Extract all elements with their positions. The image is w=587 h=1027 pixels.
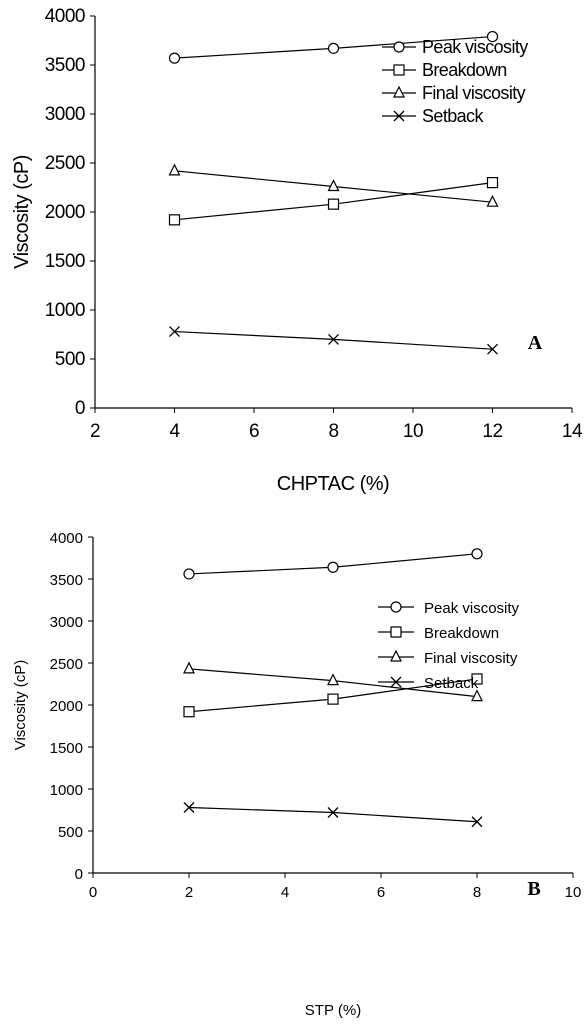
x-tick-label: 6 [377, 884, 385, 901]
triangle-marker [327, 179, 340, 192]
series-line [174, 330, 493, 350]
circle-marker [327, 42, 340, 54]
y-axis-title: Viscosity (cP) [11, 155, 33, 269]
series-line [188, 806, 478, 823]
circle-marker [471, 548, 483, 560]
x-marker [487, 343, 498, 355]
legend-label: Breakdown [424, 625, 499, 642]
series-setback [183, 802, 483, 828]
square-marker [327, 693, 339, 705]
circle-marker [168, 52, 181, 64]
y-tick-label: 2000 [50, 698, 83, 715]
square-marker [471, 673, 483, 685]
circle-marker [327, 561, 339, 573]
x-tick-label: 12 [482, 421, 502, 442]
square-marker [390, 626, 402, 638]
y-tick-label: 2000 [45, 202, 85, 223]
x-tick-label: 4 [281, 884, 289, 901]
triangle-marker [327, 673, 339, 686]
square-marker [327, 198, 340, 210]
series-setback [169, 326, 498, 355]
triangle-marker [390, 649, 402, 662]
x-marker [471, 816, 483, 828]
y-tick-label: 1000 [45, 300, 85, 321]
y-tick-label: 2500 [50, 656, 83, 673]
y-tick-label: 2500 [45, 153, 85, 174]
square-marker [168, 214, 181, 226]
x-axis-title: STP (%) [305, 1002, 361, 1019]
y-tick-label: 4000 [45, 6, 85, 27]
y-axis-title: Viscosity (cP) [12, 660, 29, 751]
triangle-marker [471, 689, 483, 702]
series-breakdown [183, 673, 483, 718]
triangle-marker [393, 85, 405, 98]
y-tick-label: 500 [55, 349, 85, 370]
x-marker [393, 110, 405, 122]
x-marker [169, 326, 180, 338]
x-tick-label: 10 [403, 421, 423, 442]
legend-label: Final viscosity [424, 650, 518, 667]
square-marker [486, 177, 499, 189]
y-tick-label: 0 [75, 398, 85, 419]
y-tick-label: 500 [58, 824, 83, 841]
x-tick-label: 2 [185, 884, 193, 901]
series-peak-viscosity [183, 548, 483, 580]
legend-label: Peak viscosity [422, 37, 528, 57]
triangle-marker [183, 661, 195, 674]
legend: Peak viscosity Breakdown Final viscosity Se… [382, 37, 529, 126]
x-tick-label: 0 [89, 884, 97, 901]
legend-label: Final viscosity [422, 83, 526, 103]
legend-label: Breakdown [422, 60, 507, 80]
y-tick-label: 1500 [45, 251, 85, 272]
x-marker [390, 676, 402, 688]
chart-b: 0 500 1000 1500 2000 2500 3000 3500 4000 0 2 4 6 8 10 S… [12, 530, 581, 1019]
legend-label: Peak viscosity [424, 600, 520, 617]
panel-label: A [528, 332, 543, 354]
series-breakdown [168, 177, 499, 226]
triangle-marker [486, 194, 499, 207]
y-tick-label: 3000 [45, 104, 85, 125]
x-tick-label: 14 [562, 421, 583, 442]
x-tick-label: 4 [169, 421, 180, 442]
y-tick-label: 1500 [50, 740, 83, 757]
chart-a: 0 500 1000 1500 2000 2500 3000 3500 4000 2 4 6 8 10 12… [11, 6, 583, 495]
square-marker [393, 64, 405, 76]
y-tick-label: 3500 [45, 55, 85, 76]
legend-label: Setback [422, 106, 484, 126]
y-tick-label: 0 [75, 866, 83, 883]
legend: Peak viscosity Breakdown Final viscosity Se… [378, 600, 520, 692]
y-tick-label: 3500 [50, 572, 83, 589]
x-marker [328, 333, 339, 345]
series-final-viscosity [168, 163, 499, 207]
triangle-marker [168, 163, 181, 176]
square-marker [183, 706, 195, 718]
x-marker [183, 802, 195, 813]
x-axis-title: CHPTAC (%) [277, 473, 389, 495]
circle-marker [390, 601, 402, 613]
x-tick-label: 2 [90, 421, 100, 442]
x-tick-label: 6 [249, 421, 259, 442]
legend-label: Setback [424, 675, 479, 692]
circle-marker [393, 41, 405, 53]
series-peak-viscosity [168, 30, 499, 64]
y-tick-label: 1000 [50, 782, 83, 799]
x-tick-label: 8 [328, 421, 338, 442]
series-final-viscosity [183, 661, 483, 702]
y-tick-label: 3000 [50, 614, 83, 631]
x-tick-label: 10 [565, 884, 582, 901]
panel-label: B [527, 878, 540, 900]
x-tick-label: 8 [473, 884, 481, 901]
circle-marker [183, 568, 195, 580]
circle-marker [486, 30, 499, 43]
x-marker [327, 807, 339, 818]
y-tick-label: 4000 [50, 530, 83, 547]
